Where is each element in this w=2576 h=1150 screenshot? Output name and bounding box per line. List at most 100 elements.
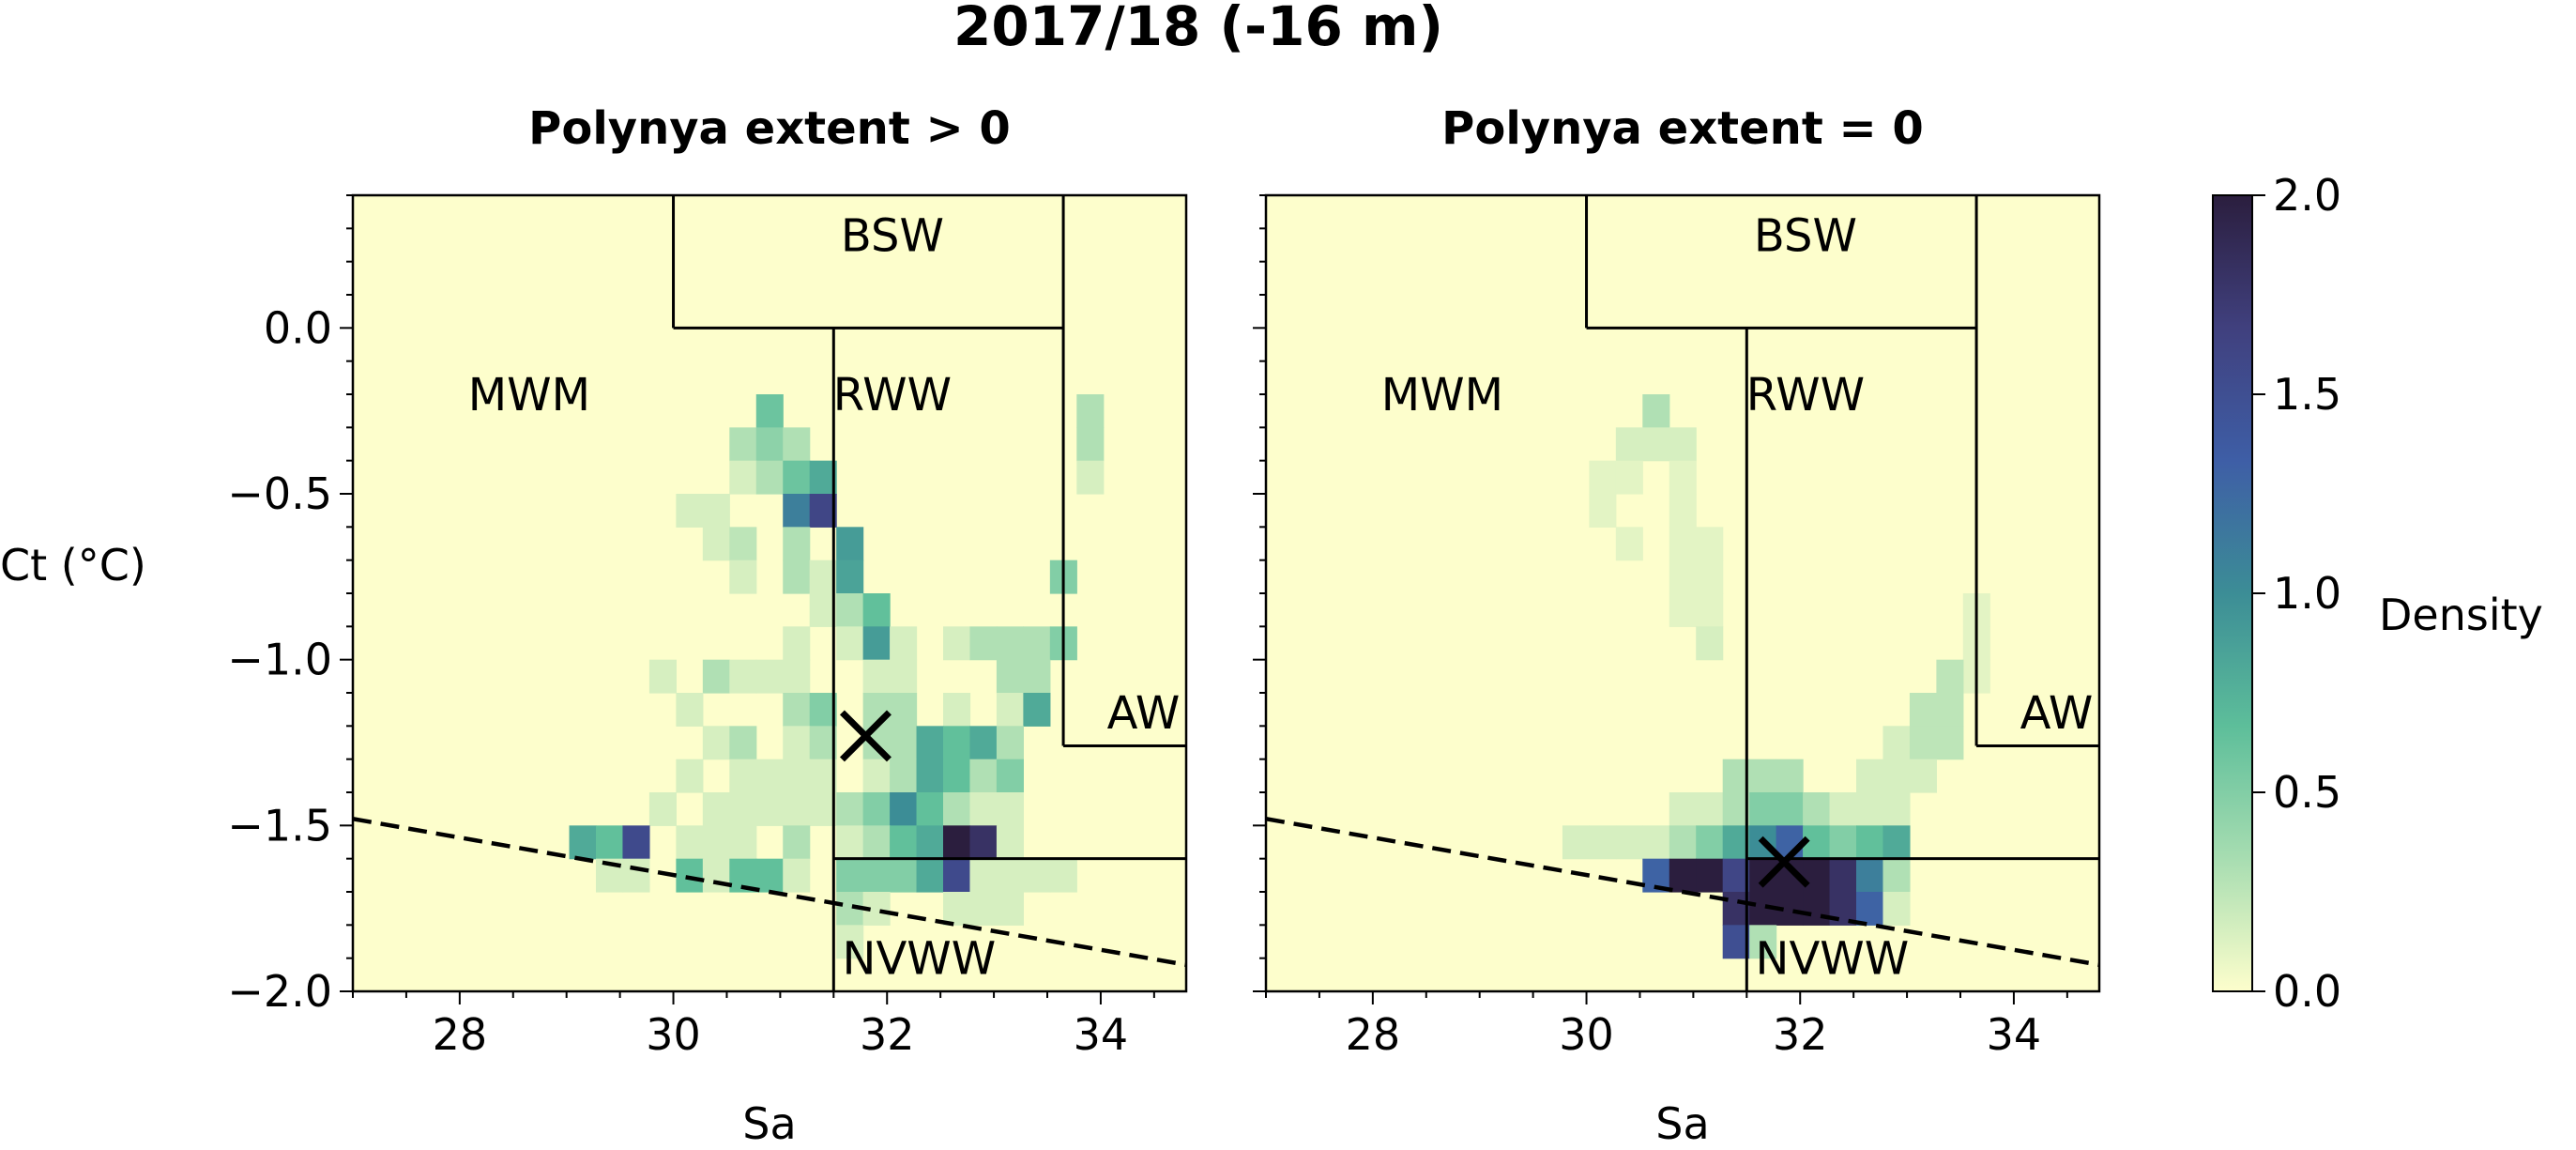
heatmap-cell (702, 858, 730, 893)
heatmap-cell (1856, 825, 1884, 860)
y-tick-label: −0.5 (227, 468, 332, 519)
colorbar-tick-label: 0.5 (2273, 767, 2341, 818)
heatmap-cell (755, 659, 784, 694)
heatmap-cell (1936, 726, 1964, 760)
heatmap-cell (648, 659, 677, 694)
heatmap-cell (1882, 858, 1911, 893)
panel-polynya-extent-positive: BSW MWM RWW AW NVWW 28 30 32 34 −2.0 −1.5 −1.0 −0.5 0… (227, 193, 1188, 1060)
heatmap-cell (1669, 427, 1697, 462)
heatmap-cell (862, 626, 891, 661)
heatmap-cell (890, 693, 918, 727)
heatmap-cell (783, 858, 811, 893)
heatmap-cell (969, 626, 998, 661)
heatmap-cell (1642, 394, 1670, 428)
region-label-aw: AW (2020, 687, 2094, 740)
figure-title: 2017/18 (-16 m) (953, 0, 1443, 58)
heatmap-cell (729, 427, 757, 462)
heatmap-cell (702, 825, 730, 860)
heatmap-cell (836, 593, 864, 627)
heatmap-cell (783, 659, 811, 694)
x-tick-label: 28 (433, 1009, 488, 1060)
heatmap-cell (1856, 892, 1884, 926)
heatmap-cell (996, 726, 1024, 760)
heatmap-cell (969, 858, 998, 893)
heatmap-cell (1882, 726, 1911, 760)
heatmap-cell (996, 626, 1024, 661)
heatmap-cell (1803, 858, 1831, 893)
heatmap-cell (1562, 825, 1590, 860)
heatmap-cell (1909, 693, 1937, 727)
heatmap-cell (1076, 427, 1105, 462)
region-label-bsw: BSW (1754, 209, 1857, 262)
y-axis-label: Ct (°C) (0, 540, 146, 590)
heatmap-cell (836, 560, 864, 594)
heatmap-cell (1803, 892, 1831, 926)
heatmap-cell (1882, 759, 1911, 793)
heatmap-cell (1589, 460, 1617, 495)
heatmap-cell (729, 792, 757, 826)
heatmap-cell (1749, 792, 1777, 826)
heatmap-cell (1615, 427, 1643, 462)
heatmap-cell (783, 460, 811, 495)
y-tick-label: −2.0 (227, 966, 332, 1017)
heatmap-cell (729, 726, 757, 760)
heatmap-cell (1642, 427, 1670, 462)
heatmap-cell (729, 560, 757, 594)
heatmap-cell (969, 792, 998, 826)
heatmap-cell (943, 792, 971, 826)
heatmap-cell (783, 560, 811, 594)
heatmap-cell (890, 626, 918, 661)
heatmap-cell (1936, 659, 1964, 694)
heatmap-cell (943, 892, 971, 926)
region-label-mwm: MWM (1381, 369, 1503, 422)
heatmap-cell (622, 825, 650, 860)
region-label-nvww: NVWW (843, 933, 997, 986)
heatmap-cell (1829, 792, 1857, 826)
heatmap-cell (729, 527, 757, 561)
heatmap-cell (783, 527, 811, 561)
heatmap-cell (1076, 460, 1105, 495)
heatmap-cell (1615, 527, 1643, 561)
heatmap-cell (1776, 759, 1804, 793)
right-x-axis-label: Sa (1655, 1098, 1709, 1149)
heatmap-cell (1856, 792, 1884, 826)
heatmap-cell (1882, 792, 1911, 826)
heatmap-cell (969, 726, 998, 760)
heatmap-cell (783, 792, 811, 826)
region-label-nvww: NVWW (1756, 933, 1910, 986)
heatmap-cell (1642, 825, 1670, 860)
heatmap-cell (996, 659, 1024, 694)
heatmap-cell (890, 825, 918, 860)
heatmap-cell (783, 626, 811, 661)
y-tick-label: −1.5 (227, 800, 332, 851)
heatmap-cell (755, 792, 784, 826)
colorbar-tick-label: 1.0 (2273, 568, 2341, 619)
heatmap-cell (862, 825, 891, 860)
heatmap-cell (729, 759, 757, 793)
heatmap-cell (916, 792, 944, 826)
heatmap-cell (996, 825, 1024, 860)
heatmap-cell (890, 792, 918, 826)
colorbar-label: Density (2379, 590, 2543, 640)
heatmap-cell (943, 726, 971, 760)
x-tick-label: 30 (1559, 1009, 1614, 1060)
heatmap-cell (702, 659, 730, 694)
heatmap-cell (676, 759, 704, 793)
heatmap-cell (1589, 825, 1617, 860)
heatmap-cells (1562, 394, 1990, 959)
heatmap-cell (943, 825, 971, 860)
x-tick-label: 34 (1074, 1009, 1129, 1060)
heatmap-cell (996, 759, 1024, 793)
heatmap-cell (996, 693, 1024, 727)
heatmap-cell (916, 825, 944, 860)
heatmap-cell (1776, 792, 1804, 826)
region-label-aw: AW (1107, 687, 1181, 740)
heatmap-cell (1936, 693, 1964, 727)
left-x-axis-label: Sa (742, 1098, 796, 1149)
heatmap-cell (969, 759, 998, 793)
heatmap-cell (1909, 759, 1937, 793)
heatmap-cell (1589, 494, 1617, 528)
heatmap-cell (836, 527, 864, 561)
heatmap-cell (648, 792, 677, 826)
heatmap-cell (943, 858, 971, 893)
